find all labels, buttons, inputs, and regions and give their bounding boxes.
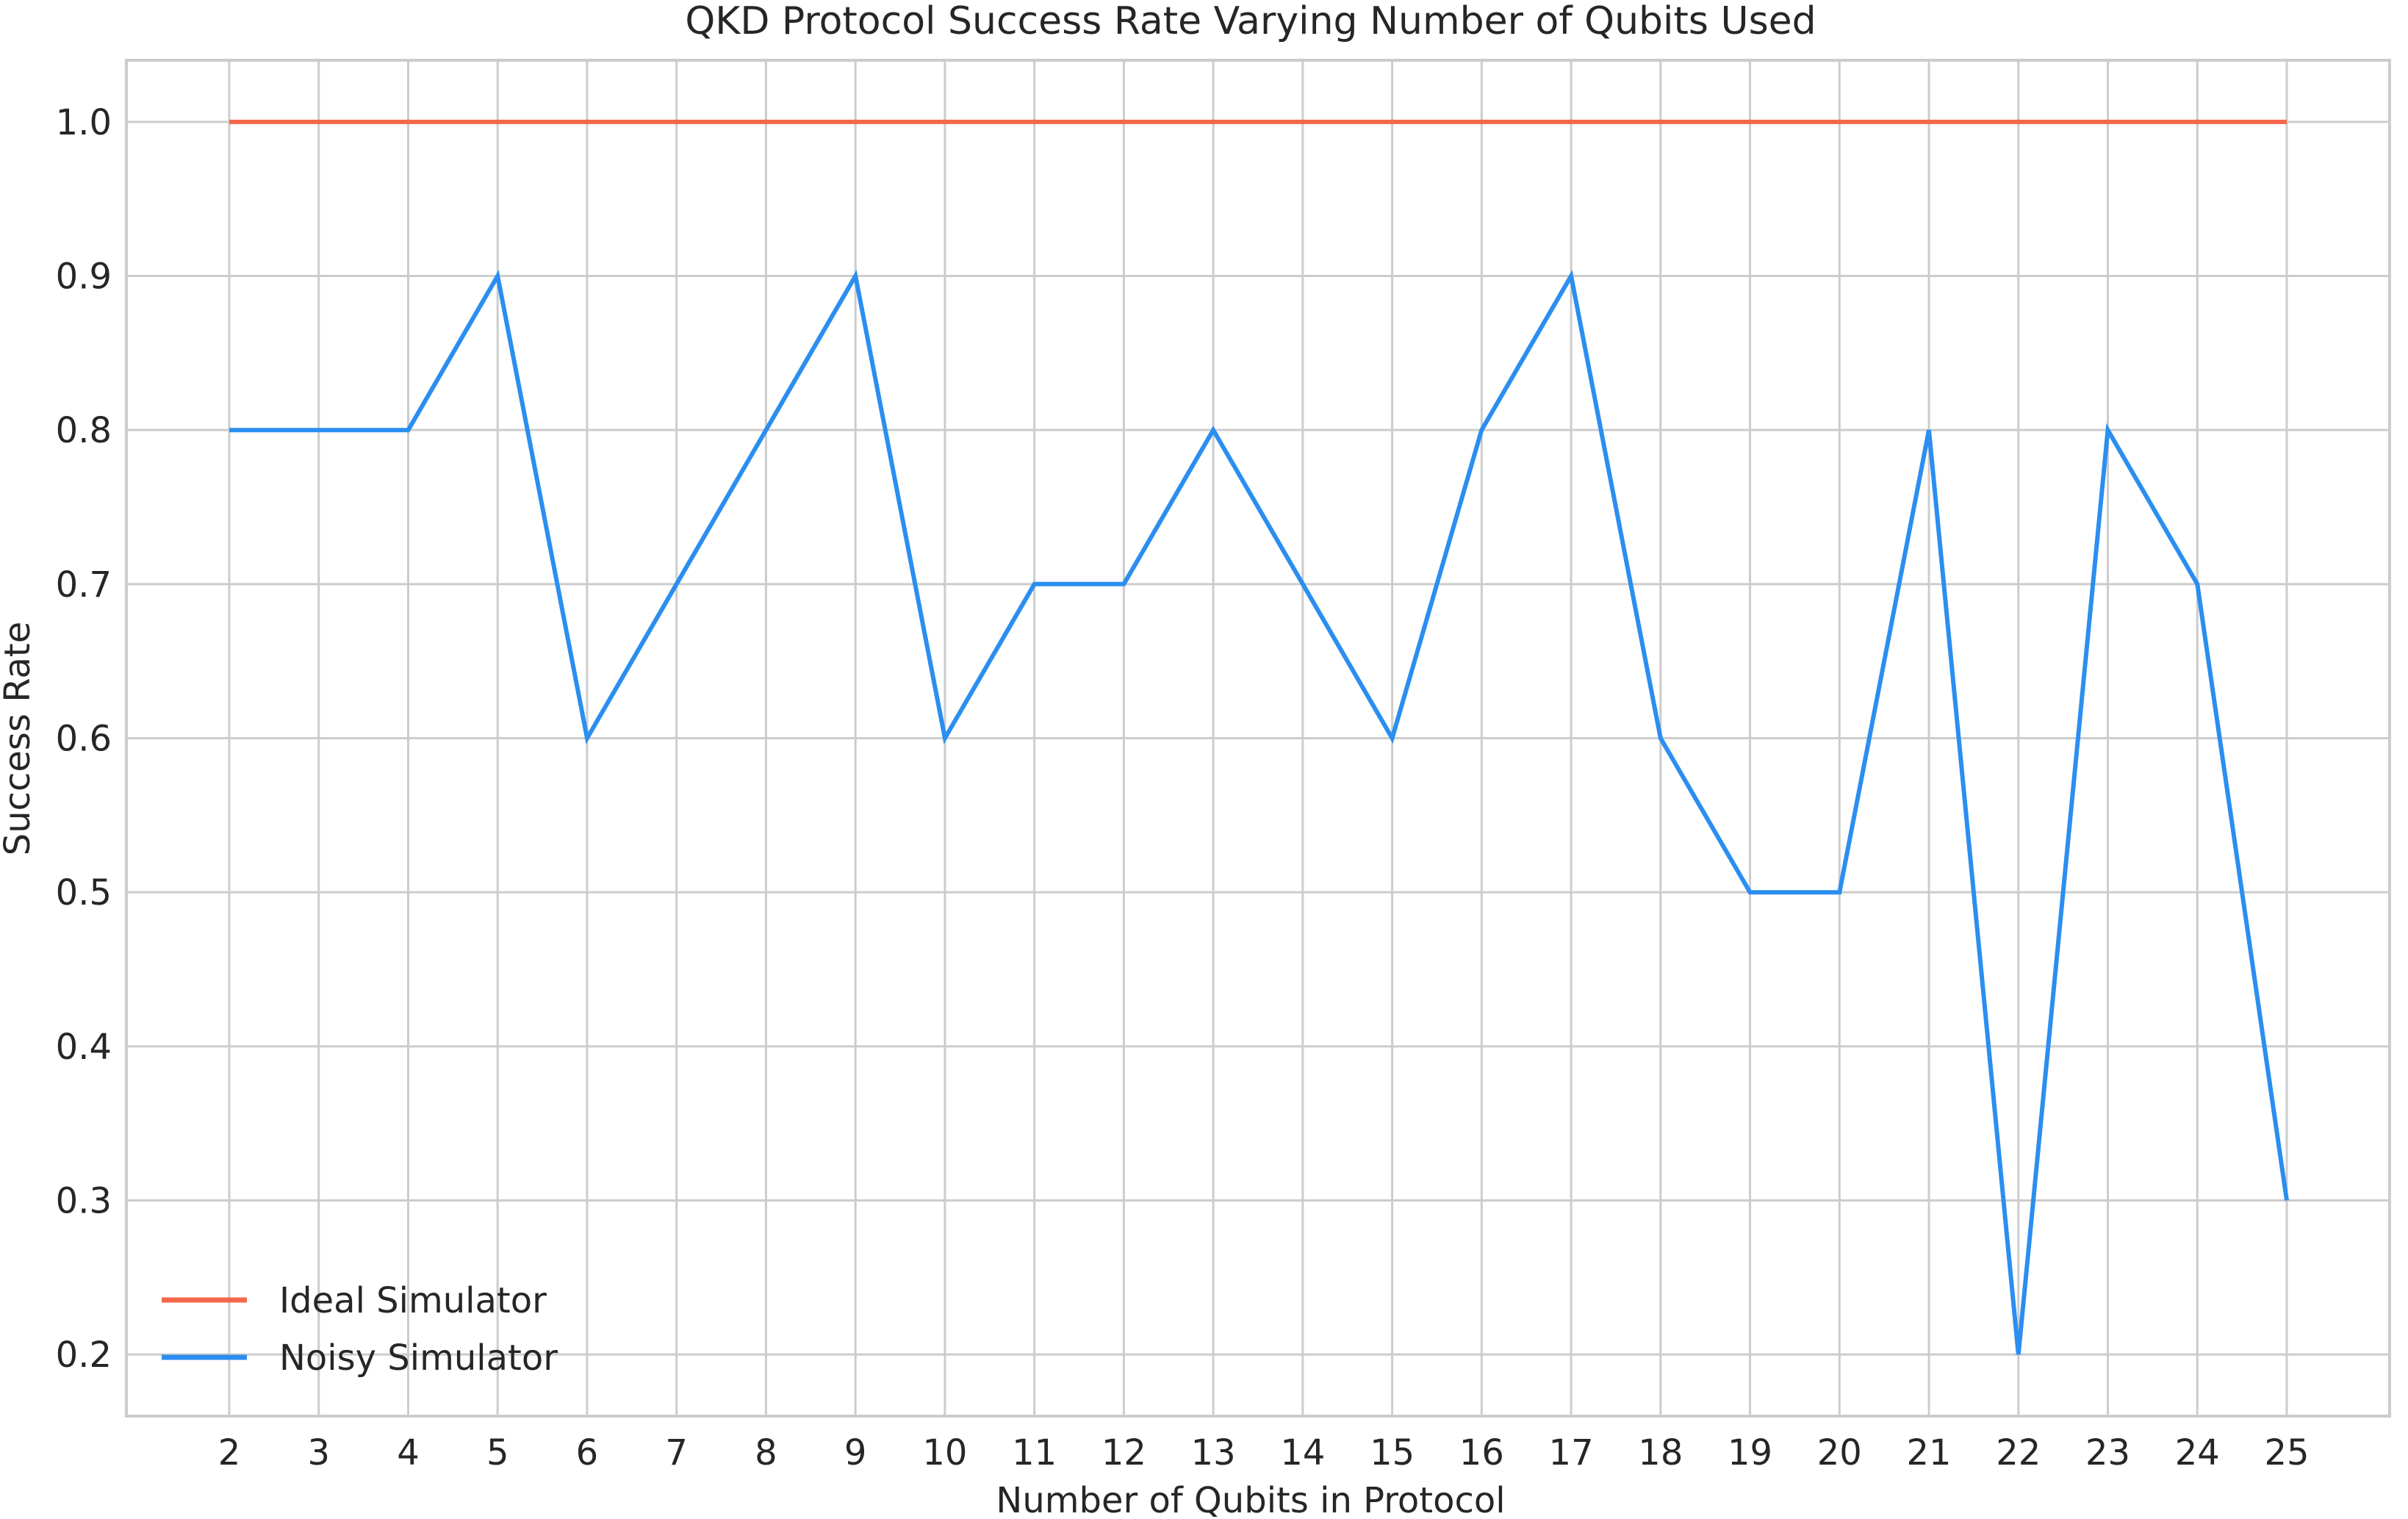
- legend: Ideal Simulator Noisy Simulator: [162, 1280, 558, 1379]
- x-tick-label: 18: [1638, 1432, 1683, 1473]
- y-axis-title: Success Rate: [0, 622, 38, 856]
- x-tick-label: 9: [844, 1432, 867, 1473]
- x-tick-label: 20: [1817, 1432, 1862, 1473]
- x-tick-label: 10: [922, 1432, 967, 1473]
- x-tick-label: 6: [576, 1432, 599, 1473]
- x-tick-label: 23: [2085, 1432, 2130, 1473]
- x-tick-label: 16: [1459, 1432, 1504, 1473]
- x-tick-label: 4: [397, 1432, 420, 1473]
- y-tick-label: 0.4: [56, 1027, 112, 1068]
- x-tick-label: 2: [218, 1432, 241, 1473]
- y-tick-label: 0.2: [56, 1335, 112, 1376]
- y-tick-label: 0.5: [56, 872, 112, 913]
- x-tick-label: 5: [486, 1432, 509, 1473]
- x-tick-label: 22: [1996, 1432, 2041, 1473]
- x-tick-labels: 2 3 4 5 6 7 8 9 10 11 12 13 14 15 16 17 18 19 20 21 22 23 24 25: [218, 1432, 2310, 1473]
- y-tick-label: 0.8: [56, 410, 112, 451]
- series-line-noisy-simulator: [229, 270, 2289, 1355]
- x-tick-label: 17: [1549, 1432, 1594, 1473]
- chart-title: QKD Protocol Success Rate Varying Number…: [685, 0, 1816, 43]
- legend-label-ideal-simulator: Ideal Simulator: [279, 1280, 547, 1321]
- x-tick-label: 12: [1101, 1432, 1146, 1473]
- x-tick-label: 19: [1728, 1432, 1772, 1473]
- y-tick-label: 1.0: [56, 102, 112, 143]
- x-tick-label: 25: [2264, 1432, 2309, 1473]
- x-tick-label: 7: [665, 1432, 688, 1473]
- y-tick-label: 0.3: [56, 1180, 112, 1221]
- x-tick-label: 21: [1907, 1432, 1952, 1473]
- y-tick-label: 0.7: [56, 564, 112, 606]
- x-tick-label: 13: [1191, 1432, 1236, 1473]
- x-tick-label: 8: [755, 1432, 777, 1473]
- x-tick-label: 11: [1012, 1432, 1057, 1473]
- x-axis-title: Number of Qubits in Protocol: [996, 1480, 1505, 1519]
- legend-label-noisy-simulator: Noisy Simulator: [279, 1337, 558, 1379]
- x-tick-label: 15: [1370, 1432, 1415, 1473]
- y-tick-label: 0.6: [56, 719, 112, 760]
- y-tick-labels: 0.2 0.3 0.4 0.5 0.6 0.7 0.8 0.9 1.0: [56, 102, 112, 1376]
- y-tick-label: 0.9: [56, 256, 112, 298]
- x-tick-label: 24: [2175, 1432, 2220, 1473]
- series-layer: [229, 119, 2289, 1355]
- x-tick-label: 14: [1280, 1432, 1325, 1473]
- x-tick-label: 3: [307, 1432, 330, 1473]
